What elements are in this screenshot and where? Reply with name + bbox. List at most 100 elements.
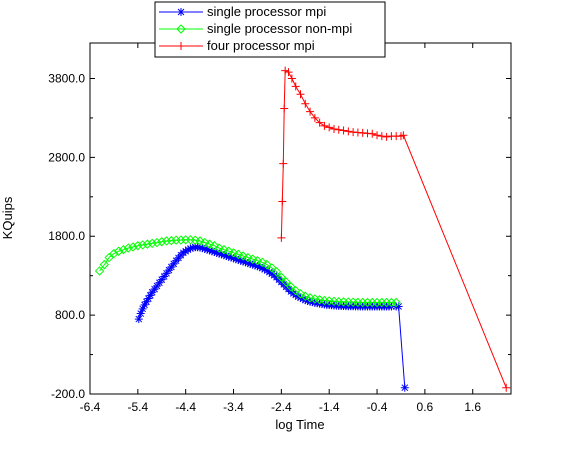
data-point: [294, 292, 303, 301]
series-1: [134, 243, 409, 392]
data-point: [234, 255, 243, 264]
data-point: [300, 291, 310, 301]
y-tick-label: 800.0: [55, 308, 85, 322]
data-point: [147, 238, 157, 249]
data-point: [133, 241, 143, 251]
data-point: [184, 245, 193, 254]
data-point: [278, 197, 287, 206]
data-point: [162, 269, 171, 278]
data-point: [176, 235, 186, 245]
data-point: [315, 118, 324, 127]
data-point: [128, 242, 138, 252]
series-2: [94, 235, 401, 308]
x-axis-title: log Time: [275, 417, 324, 432]
data-point: [289, 289, 298, 298]
data-point: [167, 263, 176, 272]
data-point: [157, 237, 167, 247]
x-tick-label: -4.4: [175, 400, 196, 414]
data-point: [308, 298, 317, 307]
data-point: [233, 249, 244, 260]
data-point: [247, 254, 258, 264]
data-point: [243, 252, 253, 263]
x-tick-label: 1.6: [464, 400, 481, 414]
data-point: [207, 247, 216, 256]
data-point: [109, 248, 119, 259]
x-tick-label: -6.4: [80, 400, 101, 414]
data-point: [241, 258, 250, 267]
data-point: [262, 259, 272, 270]
data-point: [181, 247, 190, 256]
data-point: [219, 244, 229, 255]
legend-swatch-marker: [176, 24, 186, 34]
data-point: [160, 272, 169, 281]
data-point: [113, 246, 124, 256]
data-point: [400, 383, 409, 392]
data-point: [166, 235, 177, 246]
y-tick-label: 1800.0: [48, 229, 85, 243]
data-point: [186, 244, 195, 253]
data-point: [198, 244, 207, 253]
data-point: [246, 259, 255, 268]
data-point: [212, 248, 221, 257]
data-point: [287, 74, 296, 83]
x-tick-label: -3.4: [223, 400, 244, 414]
data-point: [195, 236, 205, 246]
data-point: [267, 269, 276, 278]
data-point: [171, 235, 181, 245]
data-point: [320, 121, 329, 130]
data-point: [271, 267, 282, 277]
data-point: [281, 277, 291, 287]
data-point: [236, 256, 245, 265]
data-point: [229, 254, 238, 263]
data-point: [329, 124, 338, 133]
data-point: [219, 251, 228, 260]
data-point: [263, 266, 272, 275]
data-point: [277, 233, 286, 242]
x-tick-label: -0.4: [367, 400, 388, 414]
data-point: [391, 297, 401, 308]
data-point: [142, 297, 151, 306]
data-point: [204, 239, 215, 249]
data-point: [284, 68, 293, 77]
data-point: [203, 245, 212, 254]
data-point: [224, 252, 233, 261]
data-point: [217, 250, 226, 259]
data-point: [231, 255, 240, 264]
data-point: [210, 248, 219, 257]
data-point: [224, 246, 234, 256]
x-tick-label: -2.4: [271, 400, 292, 414]
data-point: [200, 244, 209, 253]
data-point: [339, 126, 348, 135]
data-point: [94, 266, 105, 276]
data-point: [258, 264, 267, 273]
data-point: [104, 252, 114, 263]
data-point: [136, 309, 145, 318]
series-line: [99, 239, 397, 303]
y-axis-title: KQuips: [0, 196, 15, 239]
data-point: [142, 239, 153, 249]
data-point: [368, 129, 377, 138]
legend-entry-label: single processor mpi: [207, 4, 326, 19]
legend: single processor mpi single processor non…: [154, 1, 386, 58]
data-point: [334, 125, 343, 134]
legend-entry-label: four processor mpi: [207, 38, 315, 53]
data-point: [155, 278, 164, 287]
y-tick-label: 3800.0: [48, 71, 85, 85]
data-point: [373, 131, 382, 140]
data-point: [140, 300, 149, 309]
data-point: [295, 289, 306, 299]
data-point: [298, 294, 307, 303]
y-tick-label: 2800.0: [48, 150, 85, 164]
data-point: [134, 315, 143, 324]
data-point: [253, 262, 262, 271]
data-point: [150, 285, 159, 294]
data-point: [260, 265, 269, 274]
data-point: [306, 107, 315, 116]
data-point: [209, 241, 220, 251]
data-point: [310, 113, 319, 122]
data-point: [279, 159, 288, 168]
y-tick-label: -200.0: [51, 387, 85, 401]
data-point: [164, 266, 173, 275]
data-point: [152, 281, 161, 290]
